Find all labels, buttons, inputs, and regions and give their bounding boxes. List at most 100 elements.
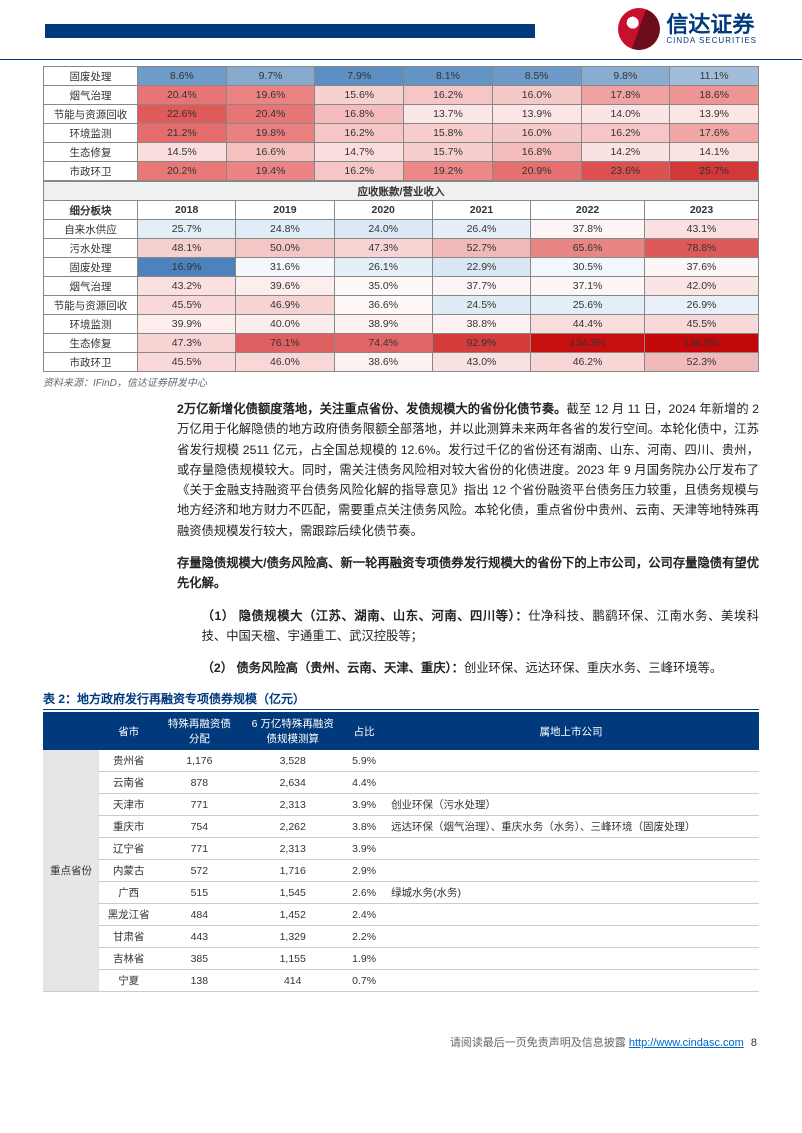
heatmap-row: 自来水供应25.7%24.8%24.0%26.4%37.8%43.1%	[44, 220, 759, 239]
heatmap-cell: 26.1%	[334, 258, 432, 277]
heatmap-table-2: 应收账款/营业收入细分板块201820192020202120222023自来水…	[43, 181, 759, 372]
row-label: 环境监测	[44, 124, 138, 143]
body-text-block: 2万亿新增化债额度落地，关注重点省份、发债规模大的省份化债节奏。截至 12 月 …	[177, 399, 759, 678]
heatmap-row: 市政环卫45.5%46.0%38.6%43.0%46.2%52.3%	[44, 353, 759, 372]
table-cell: 4.4%	[345, 772, 383, 794]
col-header: 省市	[99, 712, 158, 750]
table-cell: 0.7%	[345, 970, 383, 992]
heatmap-cell: 45.5%	[645, 315, 759, 334]
table-cell: 3.8%	[345, 816, 383, 838]
col-header: 特殊再融资债分配	[158, 712, 240, 750]
heatmap-cell: 14.2%	[581, 143, 670, 162]
table-cell: 385	[158, 948, 240, 970]
list-item-1: （1） 隐债规模大（江苏、湖南、山东、河南、四川等）：仕净科技、鹏鹞环保、江南水…	[177, 606, 759, 647]
table-cell: 1,452	[240, 904, 345, 926]
band-title: 应收账款/营业收入	[44, 182, 759, 201]
heatmap-cell: 37.8%	[531, 220, 645, 239]
heatmap-cell: 136.6%	[645, 334, 759, 353]
footer-link[interactable]: http://www.cindasc.com	[629, 1037, 744, 1049]
heatmap-cell: 21.2%	[138, 124, 227, 143]
table-cell: 2.2%	[345, 926, 383, 948]
year-header: 2021	[432, 201, 530, 220]
refinance-table: 省市特殊再融资债分配6 万亿特殊再融资债规模测算占比属地上市公司 重点省份贵州省…	[43, 712, 759, 992]
heatmap-cell: 16.2%	[581, 124, 670, 143]
p1-body: 截至 12 月 11 日，2024 年新增的 2 万亿用于化解隐债的地方政府债务…	[177, 402, 759, 538]
table-cell: 2,313	[240, 838, 345, 860]
col-header: 属地上市公司	[383, 712, 759, 750]
table-row: 天津市7712,3133.9%创业环保（污水处理）	[43, 794, 759, 816]
heatmap-cell: 16.0%	[492, 86, 581, 105]
heatmap-row: 生态修复14.5%16.6%14.7%15.7%16.8%14.2%14.1%	[44, 143, 759, 162]
table-cell: 2,262	[240, 816, 345, 838]
heatmap-cell: 19.8%	[226, 124, 315, 143]
logo-text-en: CINDA SECURITIES	[666, 36, 757, 45]
table-cell: 广西	[99, 882, 158, 904]
heatmap-cell: 13.9%	[492, 105, 581, 124]
table-cell: 771	[158, 838, 240, 860]
heatmap-cell: 14.0%	[581, 105, 670, 124]
heatmap-cell: 76.1%	[236, 334, 334, 353]
heatmap-cell: 37.1%	[531, 277, 645, 296]
logo-text-cn: 信达证券	[666, 14, 757, 36]
row-label: 固废处理	[44, 67, 138, 86]
heatmap-cell: 36.6%	[334, 296, 432, 315]
page-footer: 请阅读最后一页免责声明及信息披露 http://www.cindasc.com …	[0, 1034, 802, 1050]
table-row: 广西5151,5452.6%绿城水务(水务)	[43, 882, 759, 904]
heatmap-cell: 16.9%	[138, 258, 236, 277]
heatmap-row: 环境监测21.2%19.8%16.2%15.8%16.0%16.2%17.6%	[44, 124, 759, 143]
heatmap-cell: 35.0%	[334, 277, 432, 296]
heatmap-cell: 134.3%	[531, 334, 645, 353]
heatmap-cell: 24.8%	[236, 220, 334, 239]
cinda-logo-icon	[618, 8, 660, 50]
table-cell: 1,155	[240, 948, 345, 970]
table-cell: 138	[158, 970, 240, 992]
heatmap-cell: 39.6%	[236, 277, 334, 296]
heatmap-row: 污水处理48.1%50.0%47.3%52.7%65.6%78.8%	[44, 239, 759, 258]
heatmap-cell: 17.8%	[581, 86, 670, 105]
heatmap-cell: 9.7%	[226, 67, 315, 86]
heatmap-cell: 38.8%	[432, 315, 530, 334]
heatmap-cell: 25.7%	[138, 220, 236, 239]
year-header: 2022	[531, 201, 645, 220]
table-cell: 贵州省	[99, 750, 158, 772]
heatmap-cell: 50.0%	[236, 239, 334, 258]
heatmap-row: 生态修复47.3%76.1%74.4%92.9%134.3%136.6%	[44, 334, 759, 353]
table-cell: 吉林省	[99, 948, 158, 970]
heatmap-cell: 22.9%	[432, 258, 530, 277]
source-note: 资料来源：IFinD，信达证券研发中心	[43, 374, 759, 389]
row-label: 节能与资源回收	[44, 296, 138, 315]
row-label: 生态修复	[44, 334, 138, 353]
heatmap-cell: 13.7%	[404, 105, 493, 124]
table-row: 吉林省3851,1551.9%	[43, 948, 759, 970]
heatmap-cell: 16.8%	[492, 143, 581, 162]
table-cell: 1,716	[240, 860, 345, 882]
row-label: 生态修复	[44, 143, 138, 162]
year-header: 2018	[138, 201, 236, 220]
heatmap-row: 固废处理16.9%31.6%26.1%22.9%30.5%37.6%	[44, 258, 759, 277]
heatmap-cell: 17.6%	[670, 124, 759, 143]
heatmap-cell: 25.6%	[531, 296, 645, 315]
heatmap-cell: 47.3%	[334, 239, 432, 258]
table-cell	[383, 838, 759, 860]
heatmap-cell: 25.7%	[670, 162, 759, 181]
heatmap-row: 节能与资源回收45.5%46.9%36.6%24.5%25.6%26.9%	[44, 296, 759, 315]
heatmap-cell: 37.7%	[432, 277, 530, 296]
heatmap-cell: 37.6%	[645, 258, 759, 277]
table-cell: 771	[158, 794, 240, 816]
band-header-row: 应收账款/营业收入	[44, 182, 759, 201]
heatmap-cell: 15.8%	[404, 124, 493, 143]
heatmap-cell: 31.6%	[236, 258, 334, 277]
table-cell: 内蒙古	[99, 860, 158, 882]
table-row: 云南省8782,6344.4%	[43, 772, 759, 794]
heatmap-row: 环境监测39.9%40.0%38.9%38.8%44.4%45.5%	[44, 315, 759, 334]
heatmap-cell: 46.2%	[531, 353, 645, 372]
table-row: 甘肃省4431,3292.2%	[43, 926, 759, 948]
row-label: 烟气治理	[44, 86, 138, 105]
paragraph-2: 存量隐债规模大/债务风险高、新一轮再融资专项债券发行规模大的省份下的上市公司，公…	[177, 553, 759, 594]
year-header: 2020	[334, 201, 432, 220]
table-cell: 2.4%	[345, 904, 383, 926]
table-cell: 天津市	[99, 794, 158, 816]
p1-bold: 2万亿新增化债额度落地，关注重点省份、发债规模大的省份化债节奏。	[177, 402, 567, 416]
li1-title: 隐债规模大（江苏、湖南、山东、河南、四川等）：	[239, 609, 529, 623]
table-cell: 515	[158, 882, 240, 904]
